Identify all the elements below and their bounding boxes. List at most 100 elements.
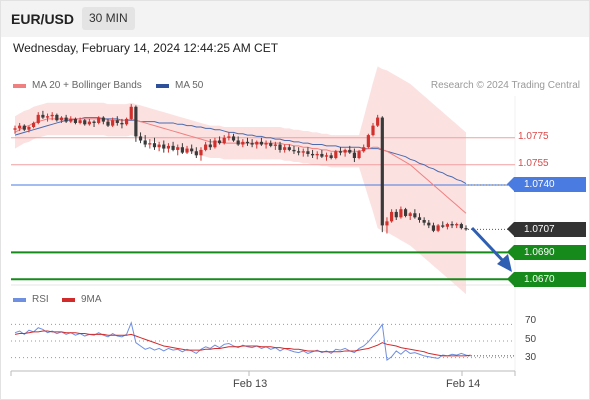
- x-tick-feb13: Feb 13: [233, 378, 268, 390]
- rsi-ma-swatch: [62, 297, 75, 302]
- level-tag-last: 1.0707: [507, 221, 586, 237]
- candle-body: [362, 147, 366, 152]
- candle-body: [45, 116, 50, 118]
- candle-body: [236, 140, 240, 145]
- candle-body: [450, 224, 454, 226]
- legend-rsi-label: RSI: [32, 294, 49, 305]
- level-tag-s1: 1.0690: [507, 244, 586, 260]
- candle-body: [306, 151, 310, 154]
- rsi-swatch: [13, 297, 26, 302]
- candle-body: [13, 128, 17, 130]
- level-tag-pivot: 1.0740: [507, 177, 586, 193]
- candle-body: [208, 144, 212, 148]
- candle-body: [185, 148, 189, 153]
- candle-body: [83, 120, 87, 125]
- legend-ma20-label: MA 20 + Bollinger Bands: [32, 80, 142, 91]
- ma50-swatch: [156, 83, 169, 88]
- candle-body: [408, 213, 412, 216]
- legend-9ma-label: 9MA: [81, 294, 102, 305]
- candle-body: [334, 151, 338, 158]
- candle-body: [310, 153, 315, 156]
- candle-body: [78, 120, 82, 123]
- level-tag-s2: 1.0670: [507, 271, 586, 287]
- candle-body: [264, 143, 268, 145]
- timeframe-badge[interactable]: 30 MIN: [82, 7, 135, 30]
- rsi-ma-line: [14, 330, 471, 357]
- candle-body: [259, 141, 264, 145]
- candle-body: [320, 153, 324, 157]
- candle-body: [124, 118, 129, 125]
- candle-body: [213, 140, 217, 148]
- candle-body: [69, 118, 73, 122]
- candle-body: [36, 114, 40, 123]
- candle-body: [190, 148, 194, 152]
- candle-body: [427, 222, 431, 226]
- ma20-swatch: [13, 83, 26, 88]
- candle-body: [180, 147, 184, 153]
- candle-body: [152, 143, 157, 148]
- candle-body: [394, 211, 398, 218]
- ma20-line: [14, 118, 467, 214]
- candle-body: [324, 155, 329, 157]
- candle-body: [287, 147, 291, 150]
- candle-body: [55, 114, 59, 121]
- candle-body: [106, 121, 110, 126]
- candle-body: [148, 143, 152, 145]
- level-label-r2: 1.0755: [518, 157, 549, 169]
- candle-body: [22, 125, 26, 130]
- candle-body: [27, 127, 31, 130]
- candle-body: [329, 155, 333, 158]
- candle-body: [255, 141, 259, 145]
- forecast-arrow-shaft: [470, 226, 508, 266]
- source-credit: Research © 2024 Trading Central: [430, 80, 580, 91]
- candle-body: [455, 224, 459, 226]
- candle-body: [97, 117, 101, 123]
- candle-body: [357, 151, 361, 158]
- candle-body: [417, 217, 422, 220]
- candle-body: [92, 121, 96, 123]
- candle-body: [464, 228, 468, 230]
- candle-body: [204, 144, 208, 150]
- rsi-tick-50: 50: [525, 334, 537, 345]
- candle-body: [176, 147, 180, 150]
- candle-body: [380, 117, 384, 226]
- candle-body: [445, 224, 450, 227]
- candle-body: [390, 211, 394, 222]
- candle-body: [297, 151, 301, 153]
- candle-body: [269, 143, 273, 146]
- legend-ma20: MA 20 + Bollinger Bands: [13, 80, 142, 91]
- candle-body: [273, 144, 277, 146]
- legend-9ma: 9MA: [62, 294, 102, 305]
- rsi-tick-30: 30: [525, 352, 537, 363]
- candle-body: [292, 149, 296, 152]
- candle-body: [111, 120, 115, 126]
- candle-body: [231, 136, 236, 141]
- candle-body: [87, 121, 91, 125]
- candle-body: [348, 149, 352, 153]
- candle-body: [283, 147, 287, 150]
- candle-body: [399, 209, 403, 218]
- rsi-tick-70: 70: [525, 315, 537, 326]
- candle-body: [422, 220, 426, 223]
- candle-body: [31, 122, 36, 127]
- candle-body: [431, 225, 436, 231]
- level-label-r1: 1.0775: [518, 130, 549, 142]
- candle-body: [101, 117, 105, 122]
- candle-body: [222, 137, 226, 144]
- candle-body: [371, 125, 375, 136]
- candle-body: [64, 117, 68, 122]
- candle-body: [129, 106, 133, 119]
- candle-body: [459, 224, 463, 229]
- candle-body: [441, 225, 445, 227]
- candle-body: [241, 141, 245, 145]
- candle-body: [18, 125, 22, 129]
- candle-body: [403, 209, 408, 216]
- candle-body: [166, 145, 171, 149]
- candle-body: [157, 144, 161, 148]
- candle-body: [217, 140, 222, 144]
- bollinger-band: [15, 66, 466, 295]
- legend-ma50-label: MA 50: [175, 80, 204, 91]
- instrument-title: EUR/USD: [11, 11, 75, 27]
- candle-body: [134, 106, 138, 137]
- candle-body: [376, 117, 380, 126]
